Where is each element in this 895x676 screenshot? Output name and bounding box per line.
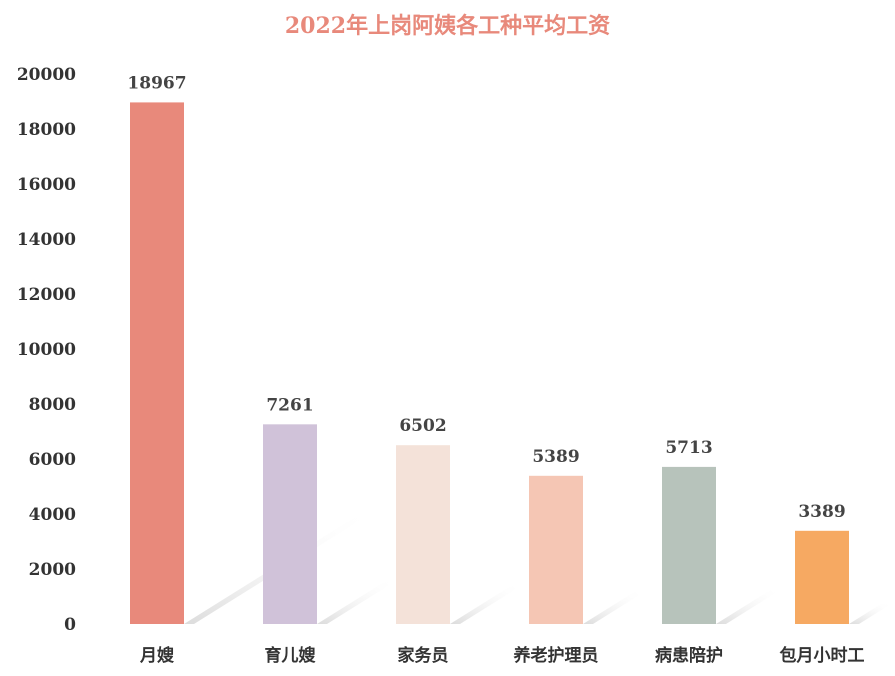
y-tick-label: 2000 <box>29 560 76 580</box>
chart-title: 2022年上岗阿姨各工种平均工资 <box>284 13 611 39</box>
y-tick-label: 6000 <box>29 450 76 470</box>
data-label: 5713 <box>665 438 712 458</box>
bar-shadow <box>317 580 398 624</box>
data-label: 18967 <box>127 73 186 93</box>
y-tick-label: 10000 <box>17 340 76 360</box>
bar[interactable] <box>263 424 317 624</box>
data-label: 7261 <box>266 395 313 415</box>
y-tick-label: 14000 <box>17 230 76 250</box>
x-tick-label: 育儿嫂 <box>265 645 317 666</box>
y-tick-label: 12000 <box>17 285 76 305</box>
data-label: 5389 <box>532 447 579 467</box>
bar-shadow <box>450 584 523 624</box>
bar[interactable] <box>396 445 450 624</box>
bar-shadow <box>849 603 892 624</box>
x-tick-label: 包月小时工 <box>780 645 865 666</box>
bar[interactable] <box>529 475 583 624</box>
x-tick-label: 家务员 <box>398 645 449 666</box>
bar-shadow <box>716 589 782 624</box>
bar[interactable] <box>130 102 184 625</box>
x-tick-label: 病患陪护 <box>655 645 723 666</box>
x-tick-label: 月嫂 <box>139 645 175 666</box>
y-tick-label: 16000 <box>17 175 76 195</box>
x-tick-label: 养老护理员 <box>513 645 599 666</box>
y-tick-label: 4000 <box>29 505 76 525</box>
y-tick-label: 0 <box>64 615 76 635</box>
y-tick-label: 18000 <box>17 120 76 140</box>
data-label: 3389 <box>798 502 845 522</box>
bar[interactable] <box>795 530 849 624</box>
y-tick-label: 8000 <box>29 395 76 415</box>
bar-shadow <box>583 591 646 624</box>
data-label: 6502 <box>399 416 446 436</box>
bar[interactable] <box>662 466 716 624</box>
y-tick-label: 20000 <box>17 65 76 85</box>
